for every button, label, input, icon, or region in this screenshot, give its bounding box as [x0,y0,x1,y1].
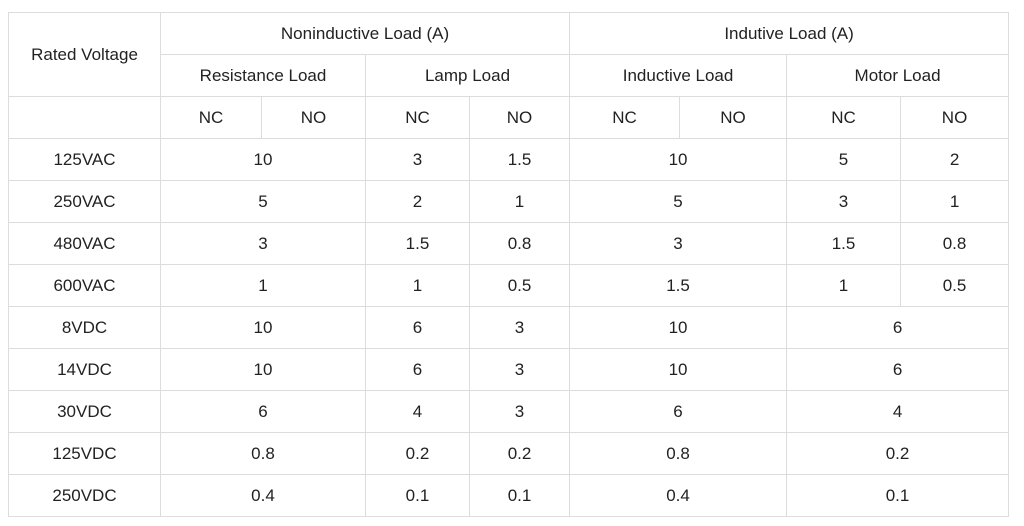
table-row: 30VDC 6 4 3 6 4 [8,390,1010,433]
header-motor-load: Motor Load [786,54,1010,97]
lamp-nc-cell: 4 [365,390,470,433]
resistance-cell: 0.4 [160,474,366,517]
resistance-cell: 6 [160,390,366,433]
lamp-no-cell: 3 [468,306,571,349]
header-motor-no: NO [900,96,1010,139]
table-row: 14VDC 10 6 3 10 6 [8,348,1010,391]
inductive-cell: 0.4 [569,474,788,517]
inductive-cell: 3 [569,222,788,265]
voltage-cell: 250VDC [8,474,161,517]
lamp-nc-cell: 3 [365,138,470,181]
table-row: 600VAC 1 1 0.5 1.5 1 0.5 [8,264,1010,307]
table-row: 250VDC 0.4 0.1 0.1 0.4 0.1 [8,474,1010,517]
resistance-cell: 0.8 [160,432,366,475]
motor-nc-cell: 5 [786,138,902,181]
table-row: 125VAC 10 3 1.5 10 5 2 [8,138,1010,181]
rating-table: Rated Voltage Noninductive Load (A) Indu… [8,12,1010,517]
header-resistance-load: Resistance Load [160,54,366,97]
resistance-cell: 10 [160,348,366,391]
table-row: 8VDC 10 6 3 10 6 [8,306,1010,349]
voltage-cell: 250VAC [8,180,161,223]
motor-no-cell: 0.8 [900,222,1010,265]
header-blank [8,96,161,139]
header-inductive-no: NO [679,96,788,139]
header-resistance-nc: NC [160,96,262,139]
header-lamp-no: NO [468,96,571,139]
inductive-cell: 6 [569,390,788,433]
voltage-cell: 480VAC [8,222,161,265]
header-inductive-load-sub: Inductive Load [569,54,788,97]
motor-no-cell: 2 [900,138,1010,181]
lamp-no-cell: 0.2 [468,432,571,475]
header-lamp-load: Lamp Load [364,54,571,97]
header-inductive-nc: NC [569,96,681,139]
lamp-no-cell: 3 [468,390,571,433]
lamp-nc-cell: 0.1 [365,474,470,517]
voltage-cell: 125VDC [8,432,161,475]
lamp-nc-cell: 0.2 [365,432,470,475]
resistance-cell: 5 [160,180,366,223]
motor-cell: 4 [786,390,1010,433]
inductive-cell: 10 [569,306,788,349]
inductive-cell: 1.5 [569,264,788,307]
inductive-cell: 10 [569,348,788,391]
motor-cell: 0.1 [786,474,1010,517]
resistance-cell: 1 [160,264,366,307]
table-row: 125VDC 0.8 0.2 0.2 0.8 0.2 [8,432,1010,475]
header-resistance-no: NO [261,96,366,139]
voltage-cell: 600VAC [8,264,161,307]
header-inductive-load: Indutive Load (A) [569,12,1010,55]
table-row: 480VAC 3 1.5 0.8 3 1.5 0.8 [8,222,1010,265]
motor-nc-cell: 3 [786,180,902,223]
inductive-cell: 10 [569,138,788,181]
header-motor-nc: NC [786,96,902,139]
lamp-nc-cell: 6 [365,306,470,349]
resistance-cell: 3 [160,222,366,265]
header-noninductive-load: Noninductive Load (A) [159,12,571,55]
motor-nc-cell: 1.5 [786,222,902,265]
motor-cell: 6 [786,306,1010,349]
voltage-cell: 30VDC [8,390,161,433]
table-row: 250VAC 5 2 1 5 3 1 [8,180,1010,223]
lamp-nc-cell: 1 [365,264,470,307]
motor-nc-cell: 1 [786,264,902,307]
lamp-nc-cell: 1.5 [365,222,470,265]
lamp-no-cell: 1 [468,180,571,223]
lamp-no-cell: 0.8 [468,222,571,265]
lamp-no-cell: 0.1 [468,474,571,517]
resistance-cell: 10 [160,306,366,349]
motor-no-cell: 0.5 [900,264,1010,307]
lamp-nc-cell: 2 [365,180,470,223]
inductive-cell: 0.8 [569,432,788,475]
lamp-no-cell: 1.5 [468,138,571,181]
voltage-cell: 125VAC [8,138,161,181]
motor-no-cell: 1 [900,180,1010,223]
lamp-no-cell: 3 [468,348,571,391]
inductive-cell: 5 [569,180,788,223]
resistance-cell: 10 [160,138,366,181]
lamp-no-cell: 0.5 [468,264,571,307]
header-lamp-nc: NC [365,96,470,139]
lamp-nc-cell: 6 [365,348,470,391]
voltage-cell: 14VDC [8,348,161,391]
header-rated-voltage: Rated Voltage [8,12,161,97]
motor-cell: 0.2 [786,432,1010,475]
motor-cell: 6 [786,348,1010,391]
voltage-cell: 8VDC [8,306,161,349]
